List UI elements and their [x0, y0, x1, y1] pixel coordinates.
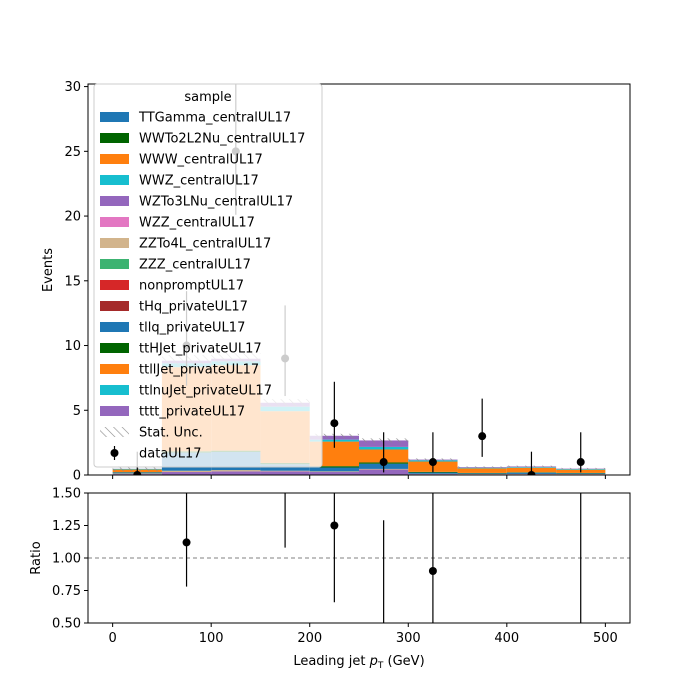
legend-swatch-TTGamma_centralUL17: [100, 112, 129, 122]
data-point-0: [133, 471, 142, 475]
legend-title: sample: [184, 90, 231, 105]
ratio-y-tick-label: 1.25: [52, 519, 81, 534]
legend-label: ttllJet_privateUL17: [139, 363, 259, 378]
bar-segment-WZTo3LNu_centralUL17-bin-3: [260, 471, 310, 475]
ratio-x-axis: 0 100 200 300 400 500: [108, 623, 618, 646]
y-tick-label: 30: [64, 80, 81, 95]
x-tick-label: 200: [297, 631, 322, 646]
legend-label: ZZTo4L_centralUL17: [139, 237, 271, 252]
legend-swatch-stat-unc: [100, 427, 129, 437]
x-tick-label: 400: [494, 631, 519, 646]
legend-swatch-ttllJet_privateUL17: [100, 364, 129, 374]
legend-label: nonpromptUL17: [139, 279, 244, 294]
legend-label: ZZZ_centralUL17: [139, 258, 251, 273]
legend-label: ttHJet_privateUL17: [139, 342, 262, 357]
bar-segment-tllq_privateUL17-bin-4: [309, 467, 359, 472]
y-tick-label: 20: [64, 210, 81, 225]
y-tick-label: 5: [73, 404, 81, 419]
legend-label: tttt_privateUL17: [139, 405, 245, 420]
ratio-plot-panel: 0.500.751.001.251.50 0 100 200 300 400 500 Ra…: [29, 294, 631, 671]
legend-swatch-ttlnuJet_privateUL17: [100, 385, 129, 395]
legend-label: WZZ_centralUL17: [139, 216, 255, 231]
bar-segment-tllq_privateUL17-bin-9: [556, 473, 606, 474]
legend: sample TTGamma_centralUL17 WWTo2L2Nu_cent…: [93, 83, 323, 468]
legend-swatch-tllq_privateUL17: [100, 322, 129, 332]
main-plot-frame: [87, 83, 631, 476]
y-tick-label: 10: [64, 339, 81, 354]
data-point-9: [576, 458, 585, 467]
ratio-y-tick-label: 1.50: [52, 487, 81, 502]
bar-segment-ttllJet_privateUL17-bin-7: [457, 468, 507, 473]
bar-segment-ZZTo4L_centralUL17-bin-1: [161, 470, 212, 473]
main-y-axis: 0 5 10 15 20 25 30: [64, 80, 88, 484]
bar-segment-tllq_privateUL17-bin-7: [457, 473, 507, 474]
main-plot-panel: 0 5 10 15 20 25 30 Events sample TTGamma_centr…: [41, 80, 631, 484]
legend-swatch-WZTo3LNu_centralUL17: [100, 196, 129, 206]
ratio-point-2: [330, 521, 339, 530]
y-tick-label: 0: [73, 469, 81, 484]
bar-segment-WZTo3LNu_centralUL17-bin-2: [211, 471, 261, 475]
ratio-y-tick-label: 0.75: [52, 584, 81, 599]
legend-label: ttlnuJet_privateUL17: [139, 384, 272, 399]
ratio-points: [182, 294, 585, 653]
legend-label: dataUL17: [139, 447, 202, 462]
legend-swatch-WZZ_centralUL17: [100, 217, 129, 227]
legend-swatch-ZZTo4L_centralUL17: [100, 238, 129, 248]
legend-label: Stat. Unc.: [139, 426, 203, 441]
ratio-y-axis: 0.50 0.75 1.00 1.25 1.50: [52, 487, 88, 632]
bar-segment-WZTo3LNu_centralUL17-bin-6: [408, 474, 458, 475]
legend-swatch-nonpromptUL17: [100, 280, 129, 290]
legend-label: tHq_privateUL17: [139, 300, 248, 315]
legend-label: WWW_centralUL17: [139, 153, 263, 168]
data-point-5: [379, 458, 388, 467]
x-tick-label: 300: [396, 631, 421, 646]
legend-label: WWTo2L2Nu_centralUL17: [139, 132, 305, 147]
main-x-axis-ticks: [112, 475, 606, 479]
legend-swatch-WWTo2L2Nu_centralUL17: [100, 133, 129, 143]
bar-segment-ttlnuJet_privateUL17-bin-7: [457, 467, 507, 469]
legend-label: WZTo3LNu_centralUL17: [139, 195, 293, 210]
legend-swatch-WWZ_centralUL17: [100, 175, 129, 185]
bar-segment-ZZTo4L_centralUL17-bin-4: [309, 471, 359, 473]
legend-label: WWZ_centralUL17: [139, 174, 259, 189]
ratio-point-4: [428, 567, 437, 575]
ratio-point-5: [577, 294, 585, 302]
x-axis-label: Leading jet pT (GeV): [293, 654, 424, 671]
data-point-7: [478, 432, 487, 441]
bar-segment-ZZTo4L_centralUL17-bin-2: [211, 470, 261, 472]
ratio-plot-frame: [87, 492, 631, 624]
legend-data-marker: [110, 449, 119, 457]
x-tick-label: 500: [593, 631, 618, 646]
data-point-4: [330, 419, 339, 428]
ratio-point-1: [281, 476, 289, 484]
data-point-8: [527, 471, 536, 475]
legend-swatch-tttt_privateUL17: [100, 406, 129, 416]
y-axis-label-ratio: Ratio: [29, 541, 44, 574]
legend-swatch-tHq_privateUL17: [100, 301, 129, 311]
ratio-y-tick-label: 0.50: [52, 617, 81, 632]
legend-label: tllq_privateUL17: [139, 321, 245, 336]
bar-segment-ttHJet_privateUL17-bin-4: [309, 466, 359, 468]
x-tick-label: 0: [108, 631, 116, 646]
y-tick-label: 25: [64, 145, 81, 160]
data-point-6: [428, 458, 437, 467]
bar-segment-WZTo3LNu_centralUL17-bin-4: [309, 472, 359, 475]
y-axis-label-events: Events: [41, 248, 56, 292]
legend-label: TTGamma_centralUL17: [138, 111, 291, 126]
ratio-point-0: [182, 538, 191, 547]
ratio-point-3: [380, 645, 388, 653]
legend-swatch-WWW_centralUL17: [100, 154, 129, 164]
bar-segment-WZTo3LNu_centralUL17-bin-1: [161, 472, 212, 475]
legend-swatch-ZZZ_centralUL17: [100, 259, 129, 269]
bar-segment-tllq_privateUL17-bin-6: [408, 472, 458, 474]
ratio-y-tick-label: 1.00: [52, 552, 81, 567]
legend-frame: [93, 83, 323, 468]
x-tick-label: 100: [199, 631, 224, 646]
y-tick-label: 15: [64, 274, 81, 289]
bar-segment-ZZTo4L_centralUL17-bin-3: [260, 470, 310, 472]
stat-unc-bin-7: [457, 466, 507, 468]
legend-swatch-ttHJet_privateUL17: [100, 343, 129, 353]
